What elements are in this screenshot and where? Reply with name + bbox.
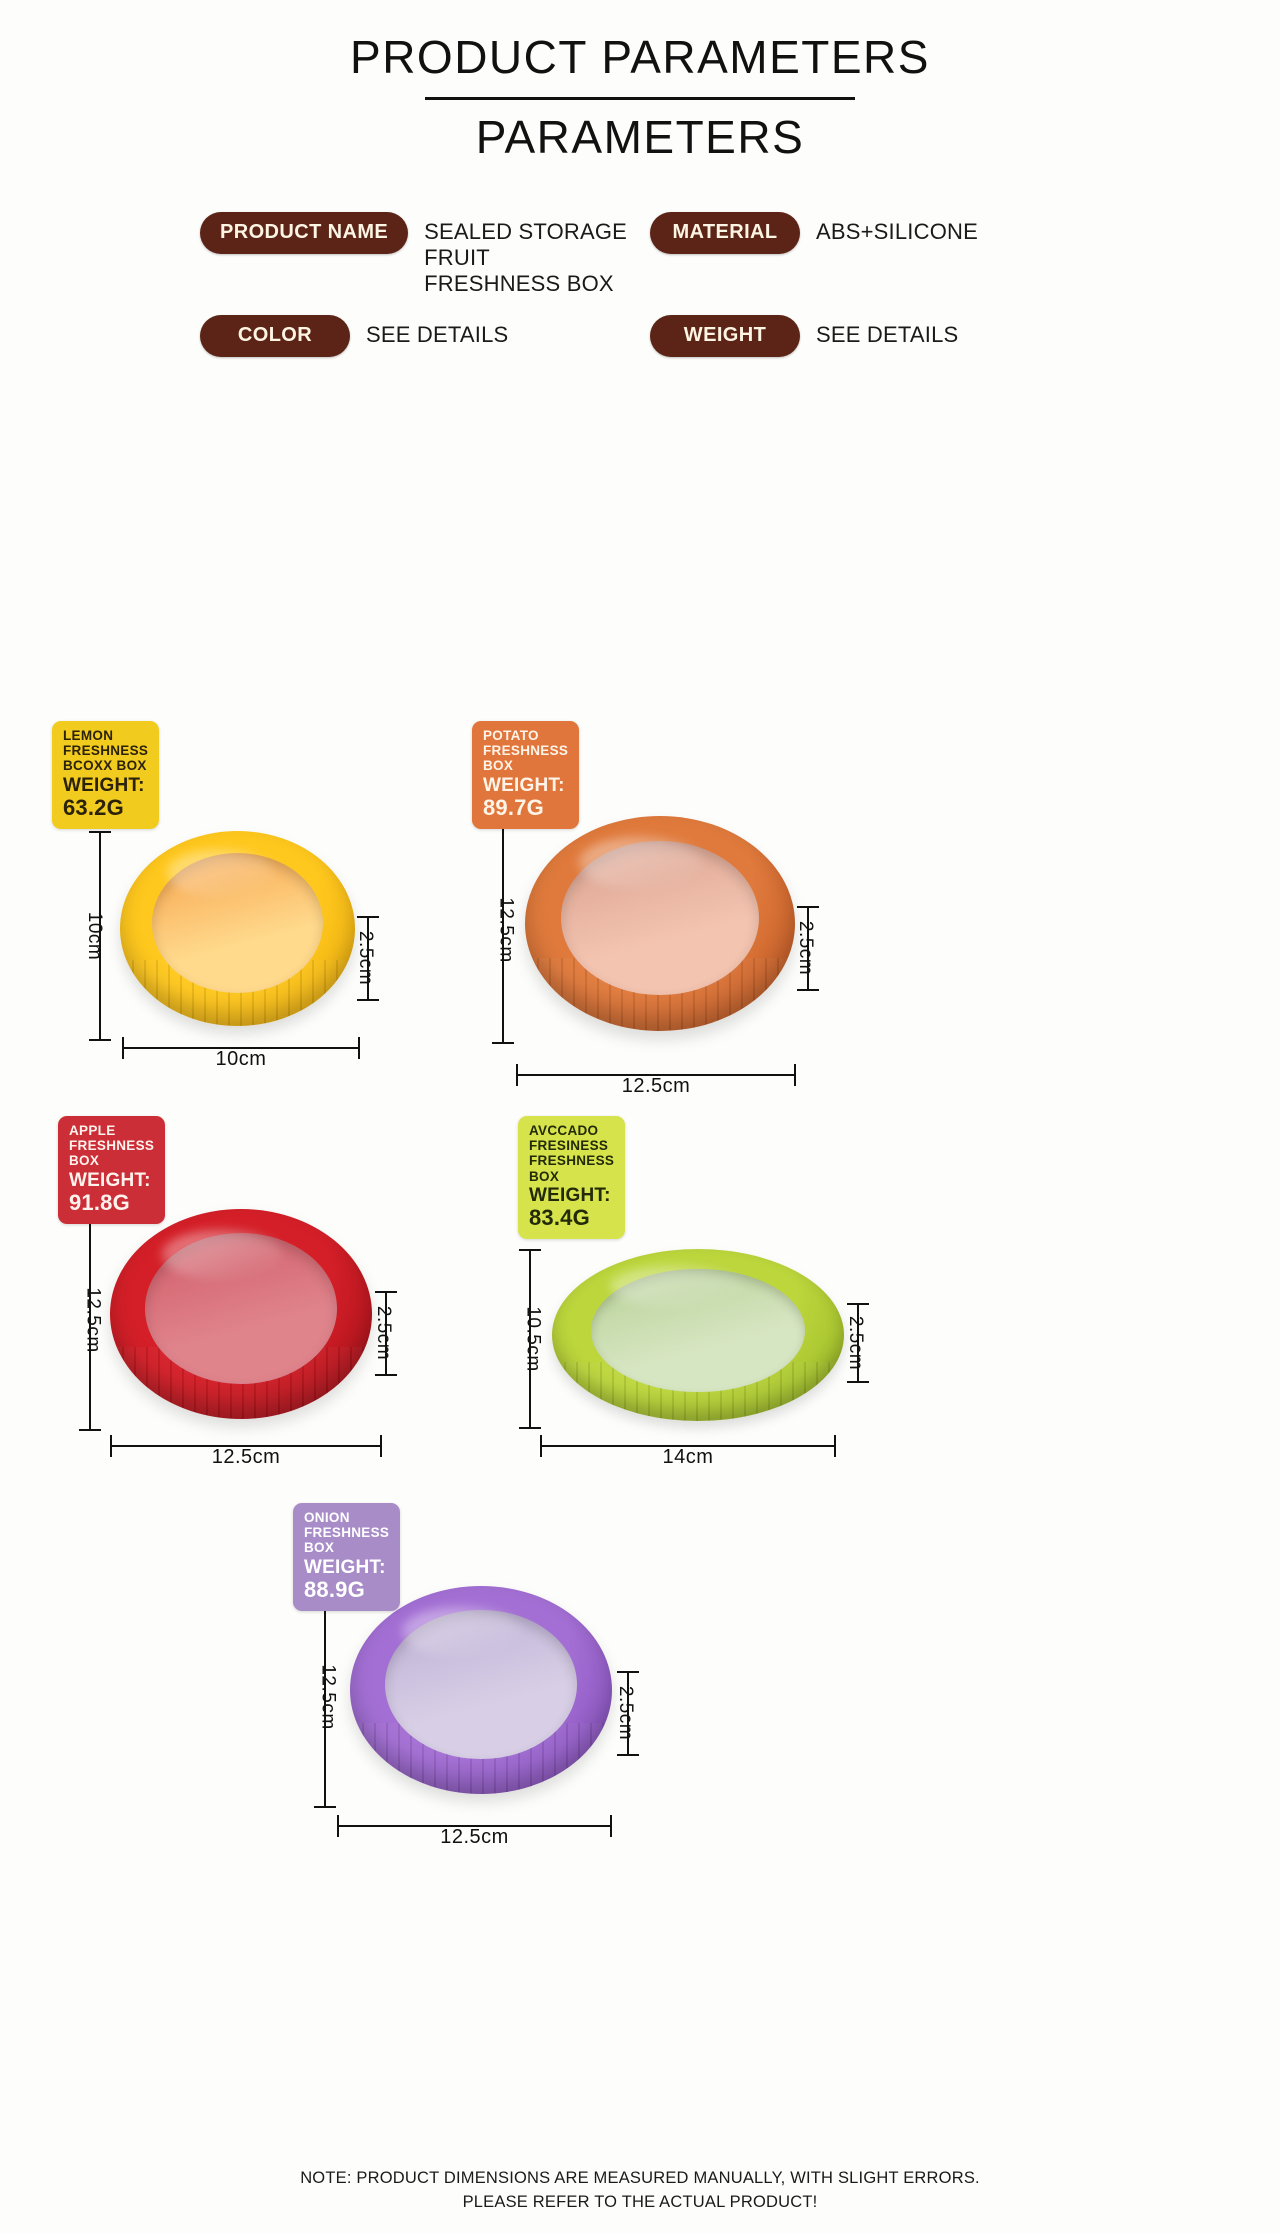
container-image-avocado [552,1248,844,1421]
badge-line2: BOX [304,1540,335,1556]
dimension-label: 2.5cm [355,931,377,986]
badge-line1: POTATO FRESHNESS [483,727,569,759]
badge-line1: AVCCADO FRESINESS [529,1122,609,1154]
dimension-width-apple: 12.5cm [110,1434,382,1468]
dimension-label: 2.5cm [373,1306,395,1361]
title-divider [425,97,855,100]
badge-weight: WEIGHT: 83.4G [529,1184,611,1231]
product-badge-avocado: AVCCADO FRESINESS FRESHNESS BOX WEIGHT: … [518,1115,626,1240]
dimension-label: 12.5cm [495,897,517,963]
badge-weight-value: 91.8G [69,1190,130,1216]
spec-label-weight: WEIGHT [650,314,800,357]
product-badge-potato: POTATO FRESHNESS BOX WEIGHT: 89.7G [472,720,580,829]
spec-row-weight: WEIGHT SEE DETAILS [650,314,1080,357]
spec-label-material: MATERIAL [650,212,800,254]
badge-line2: BOX [483,758,514,774]
container-image-potato [525,815,795,1031]
dimension-label: 12.5cm [82,1287,104,1353]
dimension-width-potato: 12.5cm [516,1063,796,1097]
badge-weight-value: 88.9G [304,1577,365,1603]
dimension-label: 12.5cm [317,1664,339,1730]
badge-weight: WEIGHT: 89.7G [483,774,565,821]
product-badge-apple: APPLE FRESHNESS BOX WEIGHT: 91.8G [58,1115,166,1224]
spec-value-color: SEE DETAILS [366,321,509,347]
badge-line1: APPLE FRESHNESS [69,1122,155,1154]
spec-row-material: MATERIAL ABS+SILICONE [650,212,1080,297]
spec-label-color: COLOR [200,314,350,357]
dimension-width-lemon: 10cm [122,1036,360,1070]
badge-line2: BCOXX BOX [63,758,147,774]
dimension-label: 2.5cm [615,1686,637,1741]
footer-line-2: PLEASE REFER TO THE ACTUAL PRODUCT! [462,2193,818,2212]
dimension-label: 14cm [662,1445,714,1468]
badge-line2: BOX [69,1153,100,1169]
spec-value-product-name: SEALED STORAGE FRUIT FRESHNESS BOX [424,219,628,296]
spec-value-weight: SEE DETAILS [816,321,959,347]
spec-row-color: COLOR SEE DETAILS [200,314,630,357]
container-image-apple [110,1208,372,1419]
badge-weight-value: 63.2G [63,795,124,821]
spec-value-material: ABS+SILICONE [816,219,978,244]
dimension-label: 10cm [84,911,106,961]
page-title: PRODUCT PARAMETERS [350,31,930,83]
page-subtitle: PARAMETERS [475,111,805,163]
dimension-label: 10.5cm [522,1306,544,1372]
badge-weight-value: 83.4G [529,1205,590,1231]
badge-line1: ONION FRESHNESS [304,1509,390,1541]
product-badge-lemon: LEMON FRESHNESS BCOXX BOX WEIGHT: 63.2G [52,720,160,829]
page-header: PRODUCT PARAMETERS PARAMETERS [0,0,1280,164]
badge-line2: FRESHNESS BOX [529,1153,615,1184]
badge-weight: WEIGHT: 88.9G [304,1556,386,1603]
dimension-label: 12.5cm [621,1074,691,1097]
product-badge-onion: ONION FRESHNESS BOX WEIGHT: 88.9G [293,1502,401,1611]
dimension-label: 12.5cm [440,1825,509,1848]
dimension-label: 10cm [215,1047,267,1070]
container-image-lemon [120,830,355,1026]
spec-row-product-name: PRODUCT NAME SEALED STORAGE FRUIT FRESHN… [200,212,630,297]
footer-line-1: NOTE: PRODUCT DIMENSIONS ARE MEASURED MA… [300,2168,980,2187]
badge-line1: LEMON FRESHNESS [63,727,149,759]
dimension-width-avocado: 14cm [540,1434,836,1468]
dimension-width-onion: 12.5cm [337,1814,612,1848]
badge-weight: WEIGHT: 63.2G [63,774,145,821]
badge-weight: WEIGHT: 91.8G [69,1169,151,1216]
container-image-onion [350,1585,612,1794]
badge-weight-value: 89.7G [483,795,544,821]
spec-label-product-name: PRODUCT NAME [200,212,409,254]
dimension-label: 12.5cm [211,1445,281,1468]
dimension-label: 2.5cm [845,1315,867,1370]
footer-note: NOTE: PRODUCT DIMENSIONS ARE MEASURED MA… [0,2166,1280,2216]
dimension-label: 2.5cm [795,921,817,976]
spec-grid: PRODUCT NAME SEALED STORAGE FRUIT FRESHN… [200,212,1080,357]
